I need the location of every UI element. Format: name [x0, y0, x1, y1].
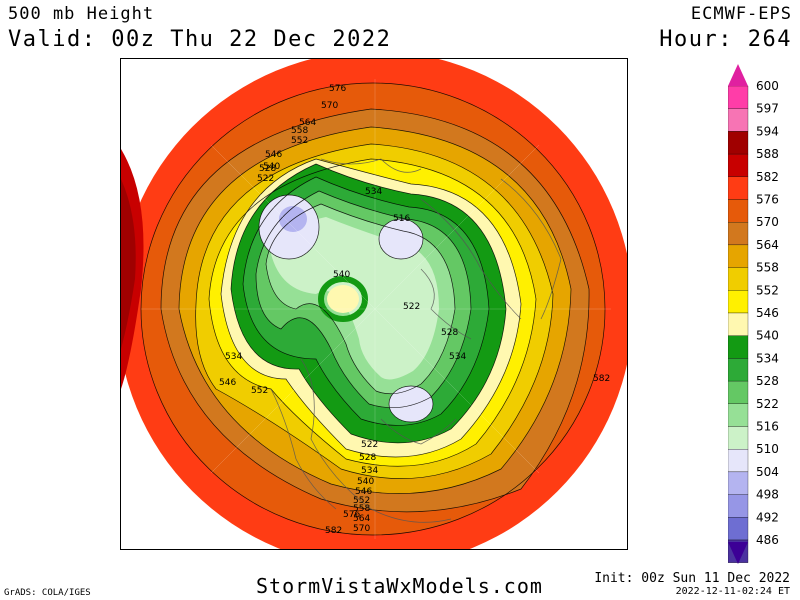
legend-bottom-arrow [728, 542, 748, 564]
legend-swatch [728, 380, 749, 404]
legend-label: 564 [756, 238, 779, 252]
legend-swatch [728, 267, 749, 291]
contour-label: 522 [361, 440, 378, 450]
contour-label: 564 [353, 514, 370, 524]
init-time: Init: 00z Sun 11 Dec 2022 [594, 571, 790, 586]
contour-label: 528 [441, 328, 458, 338]
legend-label: 546 [756, 306, 779, 320]
legend-label: 600 [756, 79, 779, 93]
legend-swatch [728, 85, 749, 109]
legend-swatch [728, 131, 749, 155]
contour-label: 540 [263, 162, 280, 172]
contour-label: 534 [365, 187, 382, 197]
legend-label: 534 [756, 351, 779, 365]
low-south [389, 386, 433, 422]
valid-time: Valid: 00z Thu 22 Dec 2022 [8, 27, 392, 52]
legend-label: 540 [756, 329, 779, 343]
grads-credit: GrADS: COLA/IGES [4, 588, 91, 598]
model-name: ECMWF-EPS [690, 4, 792, 24]
legend-swatch [728, 176, 749, 200]
legend-top-arrow [728, 64, 748, 86]
contour-label: 522 [257, 174, 274, 184]
legend-label: 582 [756, 170, 779, 184]
legend-swatch [728, 108, 749, 132]
legend-label: 597 [756, 102, 779, 116]
legend-swatch [728, 290, 749, 314]
legend-label: 492 [756, 510, 779, 524]
map-panel: 576 570 564 558 552 546 540 528 522 534 … [120, 58, 628, 550]
contour-label: 576 [329, 84, 346, 94]
contour-label: 552 [251, 386, 268, 396]
contour-label: 552 [291, 136, 308, 146]
legend-swatch [728, 153, 749, 177]
contour-label: 516 [393, 214, 410, 224]
contour-label: 534 [225, 352, 242, 362]
contour-label: 564 [299, 118, 316, 128]
contour-label: 528 [259, 164, 276, 174]
low-polar [379, 219, 423, 259]
legend-swatch [728, 449, 749, 473]
legend-label: 558 [756, 261, 779, 275]
legend-swatch [728, 517, 749, 541]
contour-label: 540 [333, 270, 350, 280]
contour-label: 546 [219, 378, 236, 388]
legend-swatch [728, 494, 749, 518]
color-legend: 600 597 594 588 582 576 570 564 558 552 546 540 534 5… [728, 64, 779, 564]
legend-label: 522 [756, 397, 779, 411]
legend-swatch [728, 244, 749, 268]
legend-swatch [728, 471, 749, 495]
contour-label: 528 [359, 453, 376, 463]
legend-label: 486 [756, 533, 779, 547]
legend-label: 510 [756, 442, 779, 456]
contour-label: 576 [343, 510, 360, 520]
contour-label: 558 [353, 504, 370, 514]
legend-swatch [728, 426, 749, 450]
contour-label: 570 [321, 101, 338, 111]
contour-label: 570 [353, 524, 370, 534]
contour-label: 546 [355, 487, 372, 497]
legend-label: 498 [756, 488, 779, 502]
legend-swatch [728, 312, 749, 336]
contour-label: 558 [291, 126, 308, 136]
contour-label: 552 [353, 496, 370, 506]
legend-swatch [728, 335, 749, 359]
legend-label: 570 [756, 215, 779, 229]
legend-label: 516 [756, 420, 779, 434]
map-title: 500 mb Height [8, 4, 155, 24]
contour-label: 582 [593, 374, 610, 384]
coastlines [270, 158, 562, 523]
height-map: 576 570 564 558 552 546 540 528 522 534 … [121, 59, 627, 549]
legend-label: 504 [756, 465, 779, 479]
legend-label: 528 [756, 374, 779, 388]
legend-swatch [728, 199, 749, 223]
legend-swatch [728, 222, 749, 246]
legend-label: 588 [756, 147, 779, 161]
legend-swatch [728, 403, 749, 427]
contour-label: 540 [357, 477, 374, 487]
contour-label: 534 [361, 466, 378, 476]
forecast-hour: Hour: 264 [659, 27, 792, 52]
contour-label: 582 [325, 526, 342, 536]
contour-label: 522 [403, 302, 420, 312]
legend-label: 576 [756, 193, 779, 207]
contour-labels: 576 570 564 558 552 546 540 528 522 534 … [219, 84, 610, 536]
website-credit: StormVistaWxModels.com [256, 574, 543, 598]
contour-label: 534 [449, 352, 466, 362]
generated-timestamp: 2022-12-11-02:24 ET [675, 586, 790, 597]
contour-label: 546 [265, 150, 282, 160]
ridge-center [327, 285, 359, 313]
legend-swatch [728, 358, 749, 382]
legend-label: 594 [756, 124, 779, 138]
legend-label: 552 [756, 283, 779, 297]
